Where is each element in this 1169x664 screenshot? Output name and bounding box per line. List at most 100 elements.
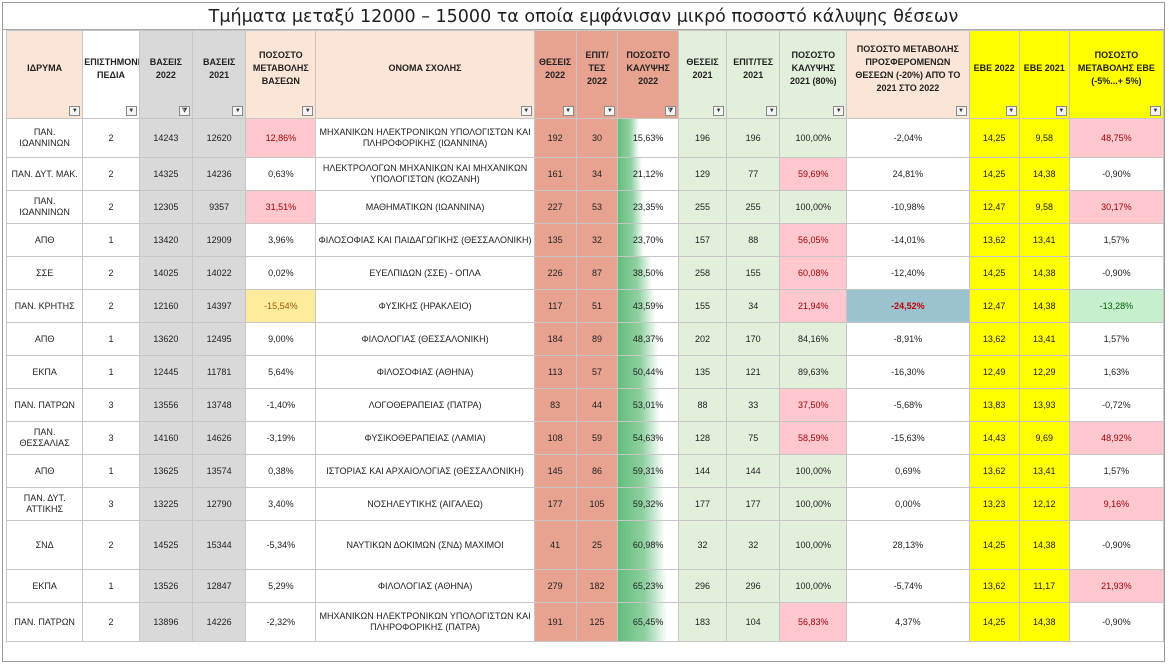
cell-theseis-2022[interactable]: 279 (533, 569, 577, 603)
cell-theseis-2021[interactable]: 135 (677, 355, 728, 389)
cell-onoma-scholis[interactable]: ΜΗΧΑΝΙΚΩΝ ΗΛΕΚΤΡΟΝΙΚΩΝ ΥΠΟΛΟΓΙΣΤΩΝ ΚΑΙ Π… (315, 118, 535, 158)
cell-onoma-scholis[interactable]: ΗΛΕΚΤΡΟΛΟΓΩΝ ΜΗΧΑΝΙΚΩΝ ΚΑΙ ΜΗΧΑΝΙΚΩΝ ΥΠΟ… (315, 157, 535, 191)
cell-kalypsi-2022[interactable]: 48,37% (617, 322, 679, 356)
cell-metavoli-theseon[interactable]: -8,91% (846, 322, 970, 356)
cell-epit-2022[interactable]: 59 (575, 421, 619, 455)
cell-onoma-scholis[interactable]: ΝΟΣΗΛΕΥΤΙΚΗΣ (ΑΙΓΑΛΕΩ) (315, 487, 535, 521)
cell-kalypsi-2021[interactable]: 37,50% (779, 388, 848, 422)
cell-pososto-bases[interactable]: -5,34% (245, 520, 317, 570)
cell-kalypsi-2021[interactable]: 100,00% (779, 520, 848, 570)
cell-idryma[interactable]: ΠΑΝ. ΔΥΤ. ΑΤΤΙΚΗΣ (5, 487, 84, 521)
cell-kalypsi-2021[interactable]: 100,00% (779, 190, 848, 224)
cell-metavoli-ebe[interactable]: 48,75% (1068, 118, 1164, 158)
cell-pososto-bases[interactable]: 3,40% (245, 487, 317, 521)
cell-bases-2021[interactable]: 14236 (192, 157, 247, 191)
filter-dropdown-icon[interactable]: ▼ (713, 106, 725, 116)
cell-theseis-2021[interactable]: 296 (677, 569, 728, 603)
cell-kalypsi-2021[interactable]: 100,00% (779, 487, 848, 521)
cell-epit-2021[interactable]: 75 (726, 421, 781, 455)
cell-epit-2021[interactable]: 32 (726, 520, 781, 570)
cell-pososto-bases[interactable]: 3,96% (245, 223, 317, 257)
cell-metavoli-theseon[interactable]: -5,74% (846, 569, 970, 603)
cell-kalypsi-2022[interactable]: 38,50% (617, 256, 679, 290)
cell-ebe-2022[interactable]: 12,47 (968, 190, 1020, 224)
cell-epit-2022[interactable]: 86 (575, 454, 619, 488)
cell-ebe-2021[interactable]: 14,38 (1018, 602, 1070, 642)
cell-onoma-scholis[interactable]: ΦΥΣΙΚΟΘΕΡΑΠΕΙΑΣ (ΛΑΜΙΑ) (315, 421, 535, 455)
cell-onoma-scholis[interactable]: ΜΑΘΗΜΑΤΙΚΩΝ (ΙΩΑΝΝΙΝΑ) (315, 190, 535, 224)
cell-ebe-2021[interactable]: 11,17 (1018, 569, 1070, 603)
cell-bases-2021[interactable]: 12620 (192, 118, 247, 158)
cell-pedio[interactable]: 2 (82, 289, 140, 323)
cell-kalypsi-2021[interactable]: 100,00% (779, 569, 848, 603)
cell-metavoli-theseon[interactable]: -2,04% (846, 118, 970, 158)
cell-metavoli-theseon[interactable]: 24,81% (846, 157, 970, 191)
cell-epit-2022[interactable]: 44 (575, 388, 619, 422)
cell-metavoli-ebe[interactable]: 9,16% (1068, 487, 1164, 521)
cell-kalypsi-2022[interactable]: 21,12% (617, 157, 679, 191)
cell-kalypsi-2022[interactable]: 65,45% (617, 602, 679, 642)
cell-ebe-2022[interactable]: 14,25 (968, 118, 1020, 158)
cell-kalypsi-2021[interactable]: 89,63% (779, 355, 848, 389)
cell-pososto-bases[interactable]: -3,19% (245, 421, 317, 455)
cell-theseis-2022[interactable]: 145 (533, 454, 577, 488)
cell-bases-2022[interactable]: 14243 (138, 118, 194, 158)
cell-pedio[interactable]: 3 (82, 388, 140, 422)
cell-kalypsi-2021[interactable]: 84,16% (779, 322, 848, 356)
cell-theseis-2022[interactable]: 161 (533, 157, 577, 191)
cell-epit-2022[interactable]: 105 (575, 487, 619, 521)
cell-ebe-2021[interactable]: 13,93 (1018, 388, 1070, 422)
cell-bases-2021[interactable]: 14022 (192, 256, 247, 290)
cell-idryma[interactable]: ΠΑΝ. ΙΩΑΝΝΙΝΩΝ (5, 118, 84, 158)
cell-kalypsi-2021[interactable]: 60,08% (779, 256, 848, 290)
cell-metavoli-ebe[interactable]: -13,28% (1068, 289, 1164, 323)
cell-metavoli-ebe[interactable]: 21,93% (1068, 569, 1164, 603)
cell-pedio[interactable]: 2 (82, 602, 140, 642)
cell-metavoli-theseon[interactable]: -24,52% (846, 289, 970, 323)
cell-kalypsi-2021[interactable]: 100,00% (779, 454, 848, 488)
cell-idryma[interactable]: ΑΠΘ (5, 223, 84, 257)
cell-kalypsi-2022[interactable]: 65,23% (617, 569, 679, 603)
cell-epit-2021[interactable]: 33 (726, 388, 781, 422)
cell-kalypsi-2021[interactable]: 58,59% (779, 421, 848, 455)
cell-metavoli-ebe[interactable]: -0,90% (1068, 157, 1164, 191)
cell-ebe-2022[interactable]: 14,43 (968, 421, 1020, 455)
filter-dropdown-icon[interactable]: ▼ (520, 106, 532, 116)
cell-theseis-2021[interactable]: 128 (677, 421, 728, 455)
cell-bases-2021[interactable]: 12495 (192, 322, 247, 356)
cell-bases-2022[interactable]: 14025 (138, 256, 194, 290)
cell-idryma[interactable]: ΣΣΕ (5, 256, 84, 290)
cell-ebe-2022[interactable]: 13,62 (968, 322, 1020, 356)
cell-idryma[interactable]: ΕΚΠΑ (5, 355, 84, 389)
cell-ebe-2021[interactable]: 13,41 (1018, 223, 1070, 257)
cell-ebe-2021[interactable]: 9,69 (1018, 421, 1070, 455)
cell-bases-2021[interactable]: 14226 (192, 602, 247, 642)
cell-pososto-bases[interactable]: 9,00% (245, 322, 317, 356)
cell-theseis-2021[interactable]: 144 (677, 454, 728, 488)
cell-idryma[interactable]: ΠΑΝ. ΠΑΤΡΩΝ (5, 602, 84, 642)
cell-epit-2022[interactable]: 51 (575, 289, 619, 323)
cell-metavoli-theseon[interactable]: 4,37% (846, 602, 970, 642)
cell-idryma[interactable]: ΠΑΝ. ΔΥΤ. ΜΑΚ. (5, 157, 84, 191)
cell-theseis-2021[interactable]: 183 (677, 602, 728, 642)
cell-ebe-2021[interactable]: 14,38 (1018, 256, 1070, 290)
cell-onoma-scholis[interactable]: ΦΙΛΟΛΟΓΙΑΣ (ΘΕΣΣΑΛΟΝΙΚΗ) (315, 322, 535, 356)
cell-bases-2021[interactable]: 9357 (192, 190, 247, 224)
cell-metavoli-theseon[interactable]: -5,68% (846, 388, 970, 422)
cell-theseis-2021[interactable]: 196 (677, 118, 728, 158)
cell-epit-2022[interactable]: 87 (575, 256, 619, 290)
cell-pedio[interactable]: 1 (82, 355, 140, 389)
filter-dropdown-icon[interactable]: ▼ (766, 106, 778, 116)
cell-theseis-2021[interactable]: 157 (677, 223, 728, 257)
cell-pososto-bases[interactable]: 5,64% (245, 355, 317, 389)
filter-dropdown-icon[interactable]: ▼ (955, 106, 967, 116)
cell-pososto-bases[interactable]: 12,86% (245, 118, 317, 158)
cell-pedio[interactable]: 2 (82, 190, 140, 224)
cell-ebe-2021[interactable]: 13,41 (1018, 454, 1070, 488)
cell-idryma[interactable]: ΣΝΔ (5, 520, 84, 570)
cell-ebe-2021[interactable]: 13,41 (1018, 322, 1070, 356)
cell-theseis-2021[interactable]: 255 (677, 190, 728, 224)
cell-epit-2022[interactable]: 30 (575, 118, 619, 158)
cell-pososto-bases[interactable]: -1,40% (245, 388, 317, 422)
cell-epit-2021[interactable]: 88 (726, 223, 781, 257)
